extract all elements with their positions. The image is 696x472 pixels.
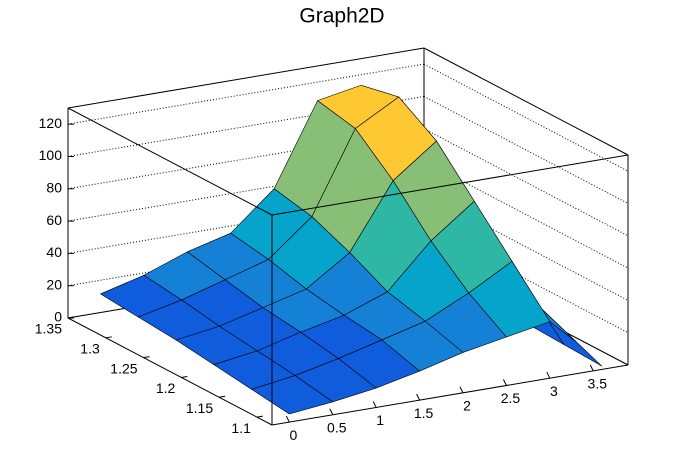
y-tick [219, 395, 226, 398]
y-tick [143, 356, 150, 359]
x-tick [546, 371, 551, 379]
x-tick-label: 2.5 [501, 390, 521, 406]
y-tick [181, 375, 188, 378]
x-tick [372, 401, 377, 408]
x-tick [416, 393, 421, 401]
y-tick-label: 1.2 [156, 380, 176, 396]
box-edge [271, 364, 629, 426]
y-tick [67, 316, 75, 319]
z-tick-label: 120 [39, 115, 63, 131]
z-tick-label: 0 [54, 309, 62, 325]
box-edge [67, 107, 273, 216]
y-tick-label: 1.25 [110, 360, 137, 376]
box-edge [67, 47, 425, 109]
z-tick-label: 80 [46, 179, 62, 195]
y-tick-label: 1.35 [35, 321, 62, 337]
y-tick-label: 1.1 [231, 420, 251, 436]
chart-title: Graph2D [299, 5, 384, 28]
x-tick-label: 3.5 [588, 376, 608, 392]
x-tick [285, 415, 290, 423]
x-tick-label: 1.5 [414, 405, 434, 421]
y-tick [105, 336, 112, 339]
y-tick [256, 415, 263, 418]
y-tick-label: 1.15 [186, 400, 213, 416]
box-edge [423, 47, 629, 156]
x-tick [459, 386, 464, 394]
z-tick-label: 20 [46, 276, 62, 292]
box-edge [271, 154, 629, 216]
x-tick-label: 1 [376, 412, 384, 428]
y-tick-label: 1.3 [80, 341, 100, 357]
x-tick [329, 408, 334, 415]
z-tick-label: 100 [39, 147, 63, 163]
x-tick [589, 364, 594, 372]
z-tick-label: 60 [46, 212, 62, 228]
x-tick [502, 379, 507, 386]
z-tick-label: 40 [46, 244, 62, 260]
x-tick-label: 3 [550, 383, 558, 399]
x-tick-label: 0.5 [327, 419, 347, 435]
grid-line [67, 63, 425, 125]
x-tick-label: 2 [463, 398, 471, 414]
box-edge [67, 317, 273, 426]
x-tick-label: 0 [289, 427, 297, 443]
grid-line [423, 63, 629, 172]
